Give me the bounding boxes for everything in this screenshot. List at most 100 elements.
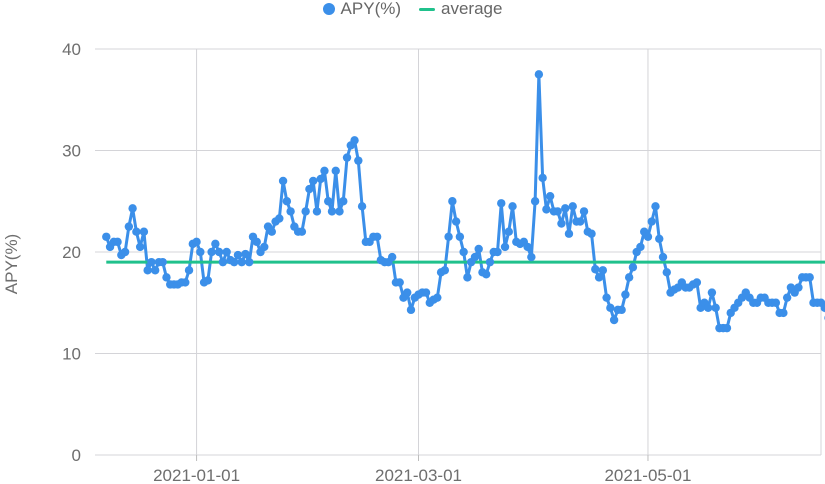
apy-data-point[interactable] — [305, 184, 314, 194]
apy-data-point[interactable] — [557, 219, 566, 228]
apy-data-point[interactable] — [722, 323, 732, 333]
apy-data-point[interactable] — [267, 227, 276, 236]
apy-data-point[interactable] — [561, 204, 570, 213]
apy-data-point[interactable] — [651, 202, 660, 211]
apy-data-point[interactable] — [576, 217, 585, 226]
apy-data-point[interactable] — [545, 191, 555, 201]
apy-data-point[interactable] — [692, 278, 702, 287]
apy-data-point[interactable] — [794, 283, 803, 292]
apy-data-point[interactable] — [207, 247, 216, 257]
apy-data-point[interactable] — [203, 276, 213, 285]
apy-data-point[interactable] — [493, 247, 502, 257]
apy-data-point[interactable] — [624, 273, 634, 282]
apy-data-point[interactable] — [252, 237, 261, 247]
apy-data-point[interactable] — [237, 257, 246, 267]
apy-data-point[interactable] — [805, 273, 814, 282]
apy-data-point[interactable] — [451, 217, 461, 226]
apy-data-point[interactable] — [594, 273, 604, 282]
apy-data-point[interactable] — [113, 237, 122, 247]
apy-data-point[interactable] — [455, 232, 465, 241]
apy-data-point[interactable] — [658, 252, 668, 262]
apy-data-point[interactable] — [372, 232, 382, 241]
apy-data-point[interactable] — [102, 232, 111, 241]
apy-data-point[interactable] — [245, 257, 254, 267]
apy-data-point[interactable] — [181, 278, 190, 287]
apy-data-point[interactable] — [132, 227, 141, 236]
apy-data-point[interactable] — [553, 207, 562, 216]
apy-data-point[interactable] — [147, 257, 156, 267]
apy-data-point[interactable] — [342, 153, 352, 162]
apy-data-point[interactable] — [482, 270, 491, 279]
apy-data-point[interactable] — [527, 252, 536, 262]
apy-data-point[interactable] — [229, 257, 239, 267]
apy-data-point[interactable] — [602, 293, 611, 302]
apy-data-point[interactable] — [591, 265, 600, 274]
apy-data-point[interactable] — [655, 234, 664, 244]
apy-data-point[interactable] — [196, 247, 205, 257]
apy-data-point[interactable] — [779, 308, 788, 318]
apy-data-point[interactable] — [628, 263, 638, 272]
apy-data-point[interactable] — [782, 293, 792, 302]
apy-data-point[interactable] — [508, 202, 517, 211]
apy-data-point[interactable] — [339, 197, 348, 206]
apy-data-point[interactable] — [312, 207, 322, 216]
apy-data-point[interactable] — [587, 229, 596, 238]
apy-data-point[interactable] — [162, 273, 171, 282]
apy-data-point[interactable] — [214, 247, 224, 257]
apy-data-point[interactable] — [403, 288, 412, 297]
apy-data-point[interactable] — [286, 207, 295, 216]
apy-data-point[interactable] — [636, 242, 645, 252]
apy-data-point[interactable] — [703, 303, 713, 313]
apy-data-point[interactable] — [647, 217, 656, 226]
apy-data-point[interactable] — [485, 257, 495, 267]
apy-data-point[interactable] — [771, 298, 781, 307]
apy-data-point[interactable] — [421, 288, 431, 297]
apy-data-point[interactable] — [233, 250, 243, 260]
apy-data-point[interactable] — [579, 207, 589, 216]
apy-data-point[interactable] — [139, 227, 149, 236]
apy-data-point[interactable] — [440, 266, 450, 275]
apy-data-point[interactable] — [621, 290, 630, 299]
apy-data-point[interactable] — [662, 268, 671, 277]
apy-data-point[interactable] — [260, 242, 269, 252]
apy-data-point[interactable] — [301, 207, 310, 216]
apy-data-point[interactable] — [643, 232, 653, 241]
apy-data-point[interactable] — [135, 242, 145, 252]
apy-data-point[interactable] — [504, 227, 513, 236]
apy-data-point[interactable] — [327, 207, 337, 216]
apy-data-point[interactable] — [530, 197, 540, 206]
apy-data-point[interactable] — [316, 174, 325, 184]
apy-data-point[interactable] — [184, 266, 194, 275]
apy-data-point[interactable] — [211, 239, 220, 249]
apy-data-point[interactable] — [395, 278, 404, 287]
apy-data-point[interactable] — [158, 257, 167, 267]
apy-data-point[interactable] — [711, 303, 720, 313]
apy-data-point[interactable] — [282, 197, 292, 206]
apy-data-point[interactable] — [357, 202, 367, 211]
apy-data-point[interactable] — [606, 303, 615, 313]
apy-data-point[interactable] — [143, 266, 152, 275]
apy-data-point[interactable] — [444, 232, 453, 241]
apy-data-point[interactable] — [448, 197, 457, 206]
apy-data-point[interactable] — [459, 247, 468, 257]
apy-data-point[interactable] — [433, 293, 442, 302]
apy-data-point[interactable] — [470, 252, 480, 262]
apy-data-point[interactable] — [192, 237, 201, 247]
apy-data-point[interactable] — [297, 227, 307, 236]
apy-data-point[interactable] — [617, 305, 626, 315]
apy-data-point[interactable] — [278, 176, 288, 186]
apy-data-point[interactable] — [387, 252, 397, 262]
apy-data-point[interactable] — [598, 266, 608, 275]
legend-item-average[interactable]: average — [419, 0, 502, 19]
apy-data-point[interactable] — [354, 156, 363, 165]
apy-data-point[interactable] — [406, 305, 416, 315]
legend-item-apy[interactable]: APY(%) — [322, 0, 401, 19]
apy-data-point[interactable] — [222, 247, 231, 257]
apy-data-point[interactable] — [324, 197, 333, 206]
apy-data-point[interactable] — [331, 166, 340, 175]
apy-data-point[interactable] — [500, 242, 510, 252]
apy-data-point[interactable] — [120, 247, 130, 257]
apy-data-point[interactable] — [350, 136, 359, 145]
apy-data-point[interactable] — [538, 173, 547, 183]
apy-data-point[interactable] — [320, 166, 329, 175]
